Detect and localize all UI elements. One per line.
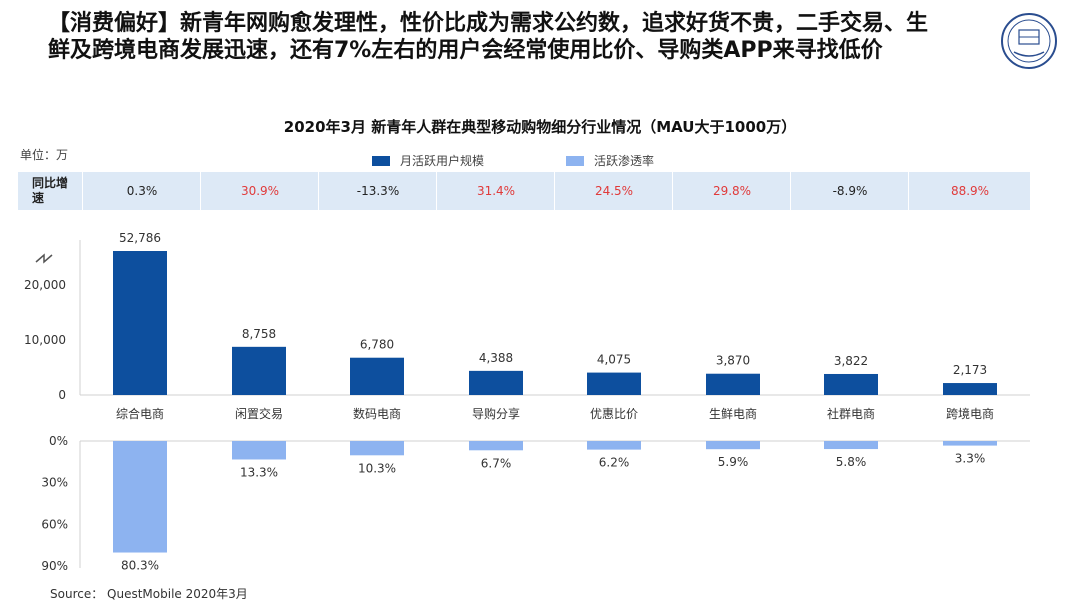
bar-mau <box>469 370 523 395</box>
data-label-penetration: 6.2% <box>599 456 630 470</box>
bar-penetration <box>943 441 997 446</box>
bar-mau <box>113 251 167 395</box>
growth-cell: 88.9% <box>908 172 1031 210</box>
data-label-mau: 3,822 <box>834 354 868 368</box>
data-label-mau: 8,758 <box>242 327 276 341</box>
bar-penetration <box>469 441 523 451</box>
data-label-mau: 2,173 <box>953 363 987 377</box>
bar-penetration <box>232 441 286 460</box>
data-label-mau: 4,388 <box>479 351 513 365</box>
data-label-mau: 52,786 <box>119 231 161 245</box>
bar-penetration <box>824 441 878 450</box>
data-label-penetration: 6.7% <box>481 456 512 470</box>
y-tick-label: 10,000 <box>24 333 66 347</box>
category-label: 社群电商 <box>827 406 875 421</box>
y-tick-label: 20,000 <box>24 278 66 292</box>
bar-penetration <box>113 441 167 553</box>
category-label: 数码电商 <box>353 406 401 421</box>
legend-item-mau: 月活跃用户规模 <box>372 152 484 169</box>
bar-mau <box>232 346 286 395</box>
growth-row: 同比增速 0.3% 30.9% -13.3% 31.4% 24.5% 29.8%… <box>18 172 1030 210</box>
data-label-penetration: 80.3% <box>121 559 159 573</box>
data-label-penetration: 3.3% <box>955 452 986 466</box>
y-tick-label: 60% <box>41 517 68 531</box>
bar-mau <box>943 383 997 395</box>
data-label-penetration: 5.8% <box>836 455 867 469</box>
data-label-mau: 3,870 <box>716 354 750 368</box>
data-label-penetration: 13.3% <box>240 465 278 479</box>
legend-item-penetration: 活跃渗透率 <box>566 152 654 169</box>
data-label-mau: 6,780 <box>360 338 394 352</box>
category-label: 综合电商 <box>116 406 164 421</box>
bar-mau <box>587 372 641 395</box>
y-tick-label: 0% <box>49 434 68 448</box>
bar-penetration <box>706 441 760 450</box>
growth-label: 同比增速 <box>32 176 69 205</box>
unit-label: 单位：万 <box>20 148 69 162</box>
legend-swatch-penetration <box>566 155 584 166</box>
legend-label-mau: 月活跃用户规模 <box>400 154 485 168</box>
growth-cell: -8.9% <box>790 172 909 210</box>
growth-cell: 30.9% <box>200 172 319 210</box>
y-tick-label: 30% <box>41 476 68 490</box>
axis-break-icon <box>35 253 53 264</box>
data-label-penetration: 10.3% <box>358 461 396 475</box>
growth-cell: 24.5% <box>554 172 673 210</box>
bar-penetration <box>587 441 641 450</box>
category-label: 生鲜电商 <box>709 406 757 421</box>
category-label: 优惠比价 <box>590 407 638 421</box>
data-label-mau: 4,075 <box>597 353 631 367</box>
bar-mau <box>706 373 760 395</box>
y-tick-label: 90% <box>41 559 68 573</box>
category-label: 导购分享 <box>472 406 520 421</box>
headline: 【消费偏好】新青年网购愈发理性，性价比成为需求公约数，追求好货不贵，二手交易、生… <box>48 11 929 63</box>
chart-title: 2020年3月 新青年人群在典型移动购物细分行业情况（MAU大于1000万） <box>283 118 797 136</box>
growth-cell: -13.3% <box>318 172 437 210</box>
category-label: 跨境电商 <box>946 406 994 421</box>
legend-swatch-mau <box>372 155 390 166</box>
bar-penetration <box>350 441 404 456</box>
bar-mau <box>350 357 404 395</box>
bar-mau <box>824 373 878 395</box>
y-tick-label: 0 <box>58 388 66 402</box>
university-seal-icon <box>1001 13 1057 69</box>
data-label-penetration: 5.9% <box>718 455 749 469</box>
source-note: Source： QuestMobile 2020年3月 <box>50 587 248 601</box>
category-label: 闲置交易 <box>235 406 283 421</box>
growth-cell: 29.8% <box>672 172 791 210</box>
growth-cell: 0.3% <box>82 172 201 210</box>
growth-cell: 31.4% <box>436 172 555 210</box>
legend-label-penetration: 活跃渗透率 <box>594 154 655 168</box>
